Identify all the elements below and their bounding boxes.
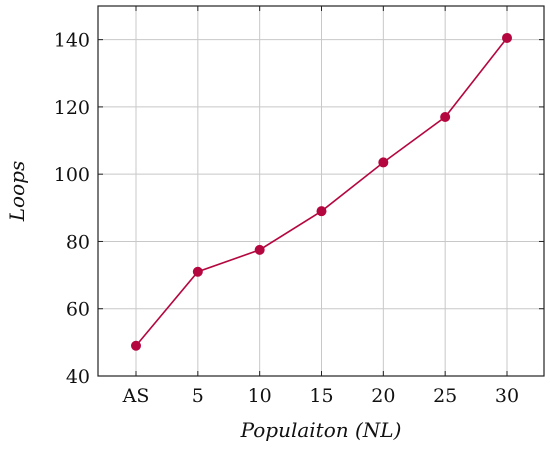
x-tick-label: 20 (371, 385, 395, 407)
grid (98, 6, 544, 377)
y-tick-label: 80 (66, 231, 90, 253)
x-tick-label: 10 (248, 385, 272, 407)
y-tick-label: 120 (54, 97, 90, 119)
y-axis-title: Loops (5, 161, 29, 222)
x-tick-label: 30 (495, 385, 519, 407)
series-group (131, 32, 512, 351)
data-point (192, 266, 203, 277)
data-point (440, 112, 451, 122)
y-tick-label: 40 (66, 366, 90, 388)
plot-frame (97, 5, 545, 377)
x-tick-label: 5 (192, 385, 204, 407)
data-point (378, 157, 389, 168)
x-axis-title: Populaiton (NL) (240, 418, 402, 442)
x-tick-label: 15 (309, 385, 333, 407)
y-tick-label: 100 (54, 164, 90, 186)
y-tick-label: 140 (54, 30, 90, 52)
data-point (316, 206, 327, 217)
x-tick-label: AS (122, 385, 150, 407)
y-tick-labels: 40 60 80 100 120 140 (54, 30, 90, 388)
data-point (502, 32, 512, 43)
data-point (254, 244, 265, 255)
data-point (131, 340, 141, 351)
y-tick-label: 60 (66, 299, 90, 321)
x-tick-label: 25 (433, 385, 457, 407)
x-tick-labels: AS 5 10 15 20 25 30 (122, 385, 519, 407)
